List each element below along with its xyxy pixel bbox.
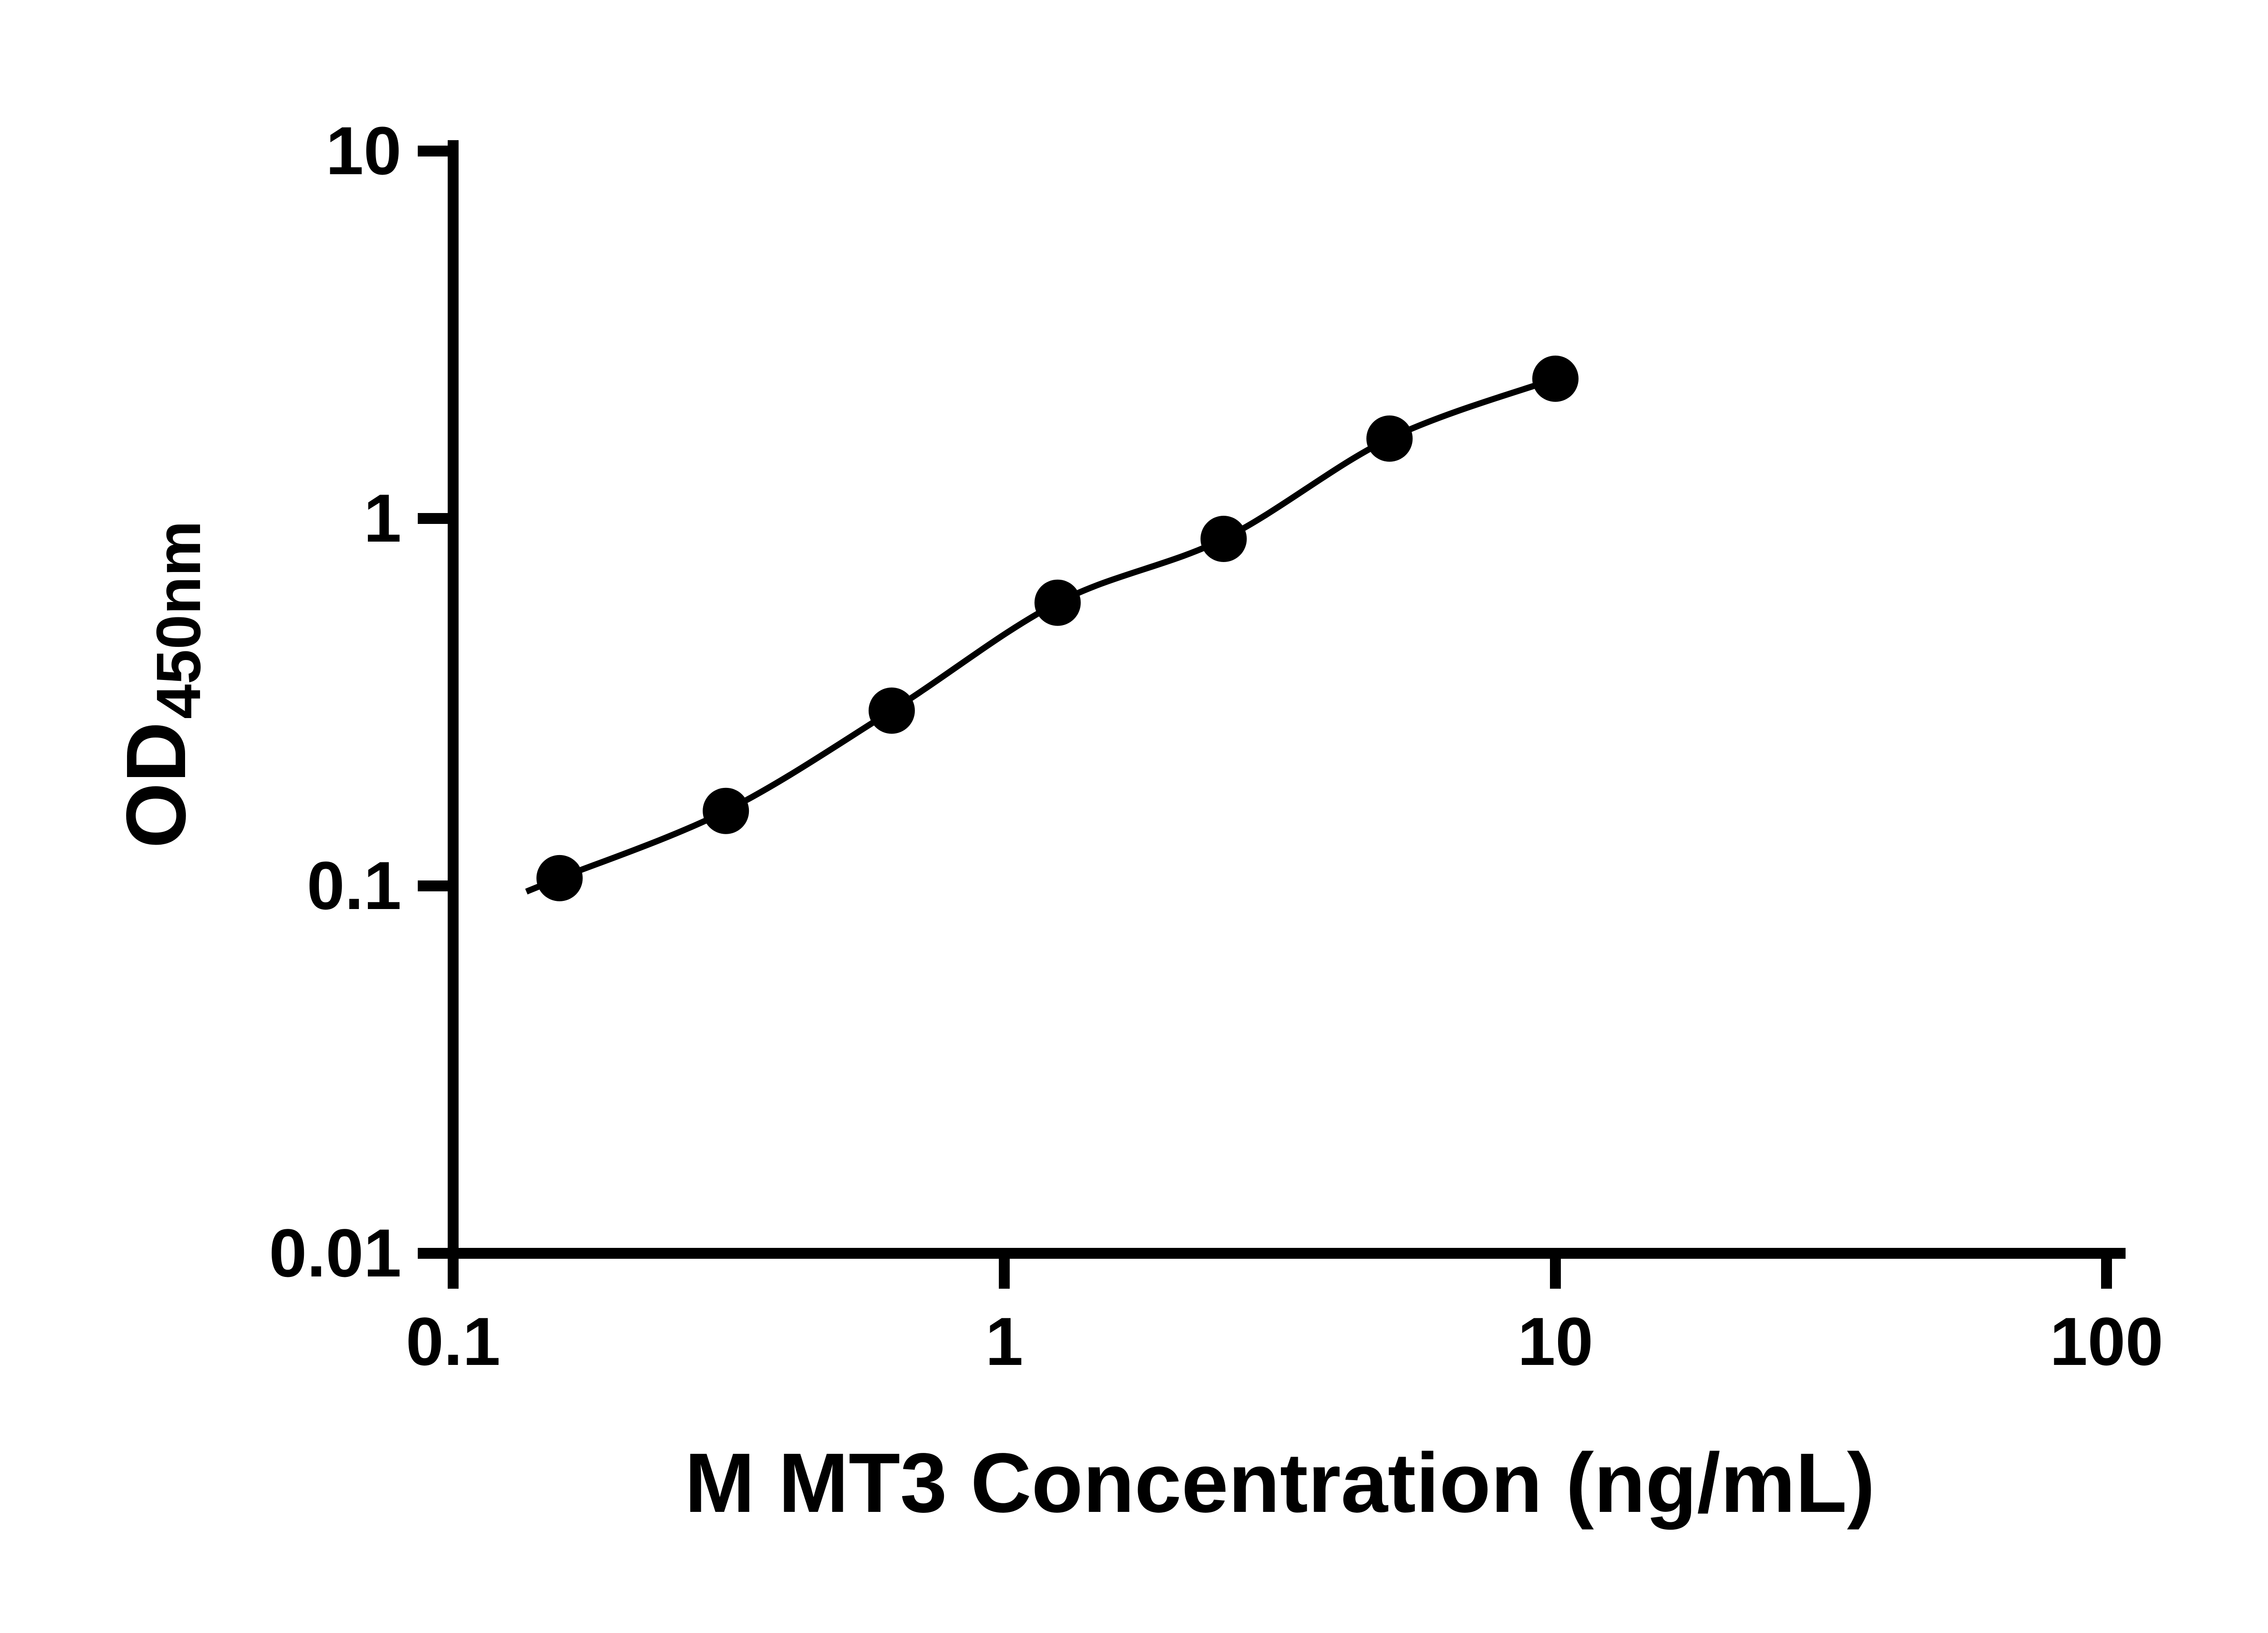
data-point — [703, 787, 749, 834]
data-point — [1366, 415, 1413, 462]
y-tick-label: 0.01 — [269, 1215, 401, 1291]
y-tick-label: 10 — [326, 113, 401, 189]
y-axis-title-subscript: 450nm — [143, 520, 214, 719]
y-axis-title: OD450nm — [87, 278, 229, 1094]
y-tick-label: 1 — [363, 480, 401, 557]
data-point — [1532, 355, 1579, 402]
data-point — [1034, 579, 1081, 626]
x-tick-label: 10 — [1517, 1304, 1593, 1380]
x-tick-label: 0.1 — [406, 1304, 501, 1380]
y-axis-title-main: OD — [110, 722, 204, 849]
x-tick-label: 100 — [2049, 1304, 2164, 1380]
data-point — [536, 855, 583, 901]
x-axis-title: M MT3 Concentration (ng/mL) — [684, 1437, 1875, 1531]
x-tick-label: 1 — [985, 1304, 1023, 1380]
y-tick-label: 0.1 — [307, 848, 401, 924]
data-point — [868, 687, 915, 734]
data-point — [1200, 516, 1247, 562]
